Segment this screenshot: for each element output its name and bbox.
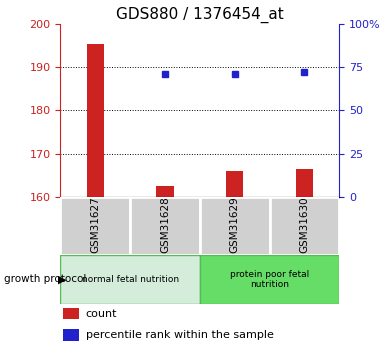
Text: GSM31629: GSM31629 [230, 196, 240, 253]
Text: percentile rank within the sample: percentile rank within the sample [85, 330, 273, 340]
Bar [269, 197, 339, 255]
Bar [63, 329, 78, 341]
Bar [156, 186, 174, 197]
Text: GSM31630: GSM31630 [300, 197, 309, 253]
Text: GSM31627: GSM31627 [90, 196, 100, 253]
Bar [63, 308, 78, 319]
Bar [200, 197, 269, 255]
Bar [130, 197, 200, 255]
Text: growth protocol: growth protocol [4, 275, 86, 284]
Bar [226, 171, 243, 197]
Text: GSM31628: GSM31628 [160, 196, 170, 253]
Title: GDS880 / 1376454_at: GDS880 / 1376454_at [116, 7, 284, 23]
Text: protein poor fetal
nutrition: protein poor fetal nutrition [230, 270, 309, 289]
Text: count: count [85, 308, 117, 318]
Bar [87, 43, 104, 197]
Bar [200, 255, 339, 304]
Bar [296, 169, 313, 197]
Bar [60, 197, 130, 255]
Text: ▶: ▶ [58, 275, 66, 284]
Bar [60, 255, 200, 304]
Text: normal fetal nutrition: normal fetal nutrition [82, 275, 179, 284]
